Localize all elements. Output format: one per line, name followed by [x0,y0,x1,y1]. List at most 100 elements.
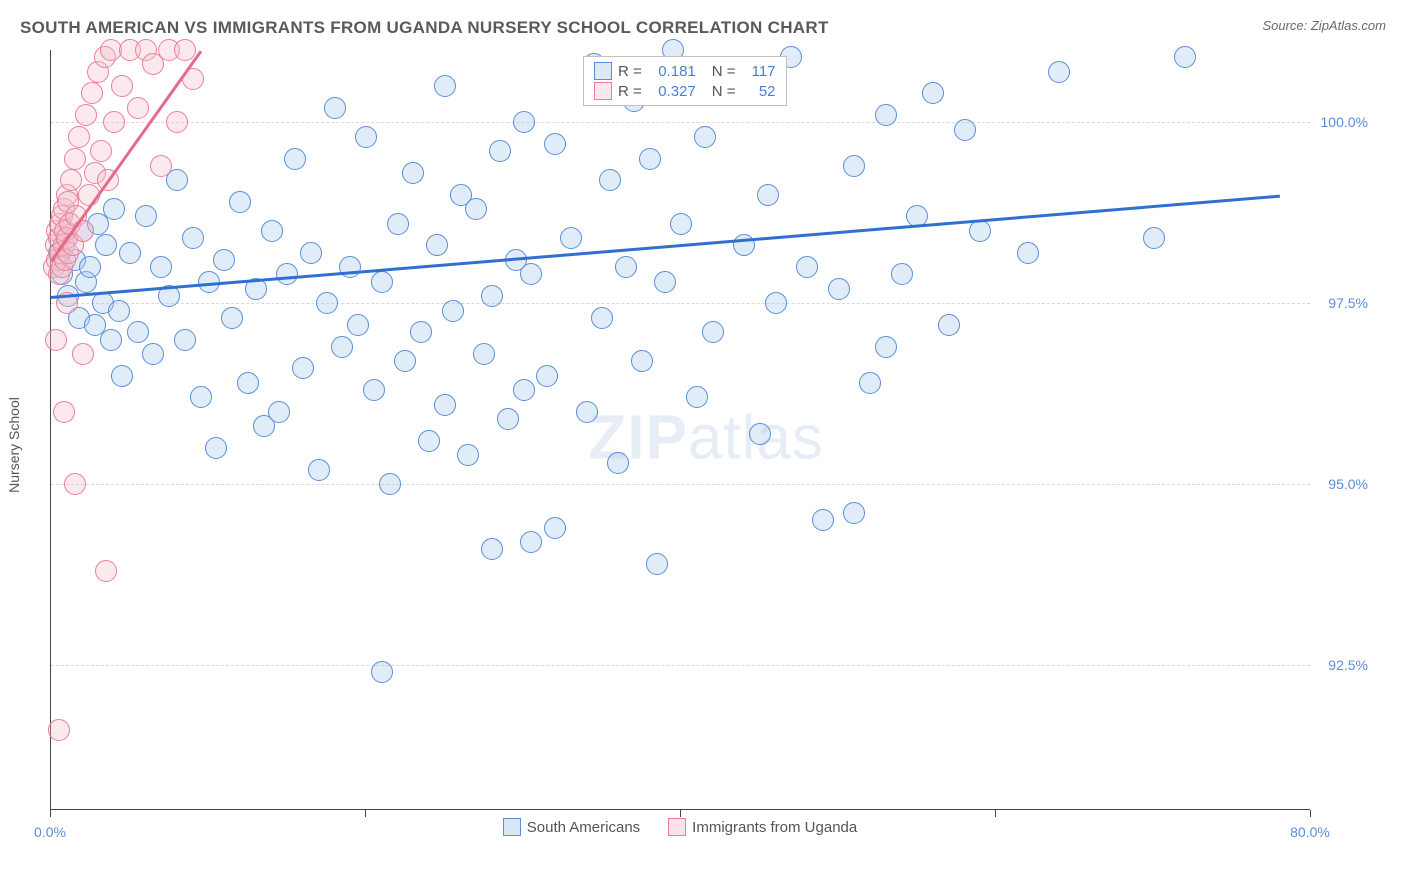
scatter-point-south_americans [969,220,991,242]
scatter-point-south_americans [111,365,133,387]
header: SOUTH AMERICAN VS IMMIGRANTS FROM UGANDA… [0,0,1406,46]
scatter-point-uganda [48,719,70,741]
legend-swatch-south_americans [503,818,521,836]
watermark-bold: ZIP [588,403,687,472]
chart-title: SOUTH AMERICAN VS IMMIGRANTS FROM UGANDA… [20,18,829,38]
gridline [51,303,1310,304]
scatter-point-uganda [90,140,112,162]
scatter-point-uganda [150,155,172,177]
scatter-point-south_americans [268,401,290,423]
scatter-point-uganda [111,75,133,97]
scatter-point-south_americans [213,249,235,271]
scatter-point-south_americans [355,126,377,148]
scatter-point-south_americans [339,256,361,278]
x-tick-label: 80.0% [1290,824,1330,840]
scatter-point-south_americans [702,321,724,343]
scatter-point-south_americans [394,350,416,372]
legend-stats: R =0.181N =117R =0.327N =52 [583,56,787,106]
scatter-point-south_americans [631,350,653,372]
scatter-point-south_americans [670,213,692,235]
scatter-point-south_americans [142,343,164,365]
scatter-point-south_americans [749,423,771,445]
scatter-point-south_americans [426,234,448,256]
scatter-point-south_americans [694,126,716,148]
scatter-point-south_americans [520,531,542,553]
scatter-point-south_americans [922,82,944,104]
legend-label: South Americans [527,819,640,836]
scatter-point-south_americans [599,169,621,191]
scatter-point-south_americans [182,227,204,249]
scatter-point-south_americans [434,394,456,416]
scatter-point-south_americans [591,307,613,329]
legend-swatch-south_americans [594,62,612,80]
scatter-point-uganda [75,104,97,126]
plot-area: ZIPatlas 92.5%95.0%97.5%100.0%R =0.181N … [50,50,1310,810]
scatter-point-south_americans [442,300,464,322]
scatter-point-south_americans [513,379,535,401]
scatter-point-south_americans [347,314,369,336]
legend-n-label: N = [712,83,736,100]
scatter-point-south_americans [308,459,330,481]
legend-n-label: N = [712,63,736,80]
scatter-point-south_americans [481,285,503,307]
legend-r-label: R = [618,63,642,80]
scatter-point-south_americans [457,444,479,466]
scatter-point-uganda [72,343,94,365]
scatter-point-south_americans [481,538,503,560]
scatter-point-south_americans [938,314,960,336]
scatter-point-south_americans [954,119,976,141]
scatter-point-south_americans [639,148,661,170]
legend-r-value: 0.181 [648,63,696,80]
scatter-point-south_americans [150,256,172,278]
scatter-point-south_americans [434,75,456,97]
y-tick-label: 95.0% [1328,476,1368,492]
legend-r-value: 0.327 [648,83,696,100]
x-tick-label: 0.0% [34,824,66,840]
scatter-point-south_americans [473,343,495,365]
scatter-point-uganda [72,220,94,242]
scatter-point-south_americans [292,357,314,379]
legend-item-south_americans: South Americans [503,818,640,836]
scatter-point-south_americans [828,278,850,300]
scatter-point-south_americans [757,184,779,206]
legend-n-value: 52 [742,83,776,100]
scatter-point-south_americans [95,234,117,256]
scatter-point-south_americans [497,408,519,430]
legend-r-label: R = [618,83,642,100]
legend-stats-row-south_americans: R =0.181N =117 [592,61,778,81]
scatter-point-uganda [103,111,125,133]
scatter-point-uganda [64,148,86,170]
x-tick [50,810,51,817]
scatter-point-south_americans [127,321,149,343]
scatter-point-south_americans [765,292,787,314]
scatter-point-south_americans [646,553,668,575]
scatter-point-south_americans [331,336,353,358]
scatter-point-south_americans [174,329,196,351]
scatter-point-south_americans [843,502,865,524]
y-tick-label: 97.5% [1328,295,1368,311]
source-prefix: Source: [1262,18,1310,33]
scatter-point-south_americans [875,336,897,358]
scatter-point-south_americans [371,661,393,683]
scatter-point-south_americans [891,263,913,285]
legend-swatch-uganda [594,82,612,100]
scatter-point-south_americans [284,148,306,170]
legend-item-uganda: Immigrants from Uganda [668,818,857,836]
legend-stats-row-uganda: R = 0.327 N = 52 [592,81,778,101]
scatter-point-south_americans [560,227,582,249]
scatter-point-south_americans [418,430,440,452]
scatter-point-uganda [68,126,90,148]
x-tick [1310,810,1311,817]
legend-bottom: South Americans Immigrants from Uganda [50,818,1310,836]
scatter-point-south_americans [859,372,881,394]
scatter-point-uganda [166,111,188,133]
scatter-point-south_americans [654,271,676,293]
scatter-point-south_americans [544,133,566,155]
scatter-point-south_americans [190,386,212,408]
scatter-point-south_americans [100,329,122,351]
scatter-point-south_americans [536,365,558,387]
scatter-point-uganda [45,329,67,351]
scatter-point-south_americans [875,104,897,126]
scatter-point-south_americans [513,111,535,133]
scatter-point-south_americans [379,473,401,495]
